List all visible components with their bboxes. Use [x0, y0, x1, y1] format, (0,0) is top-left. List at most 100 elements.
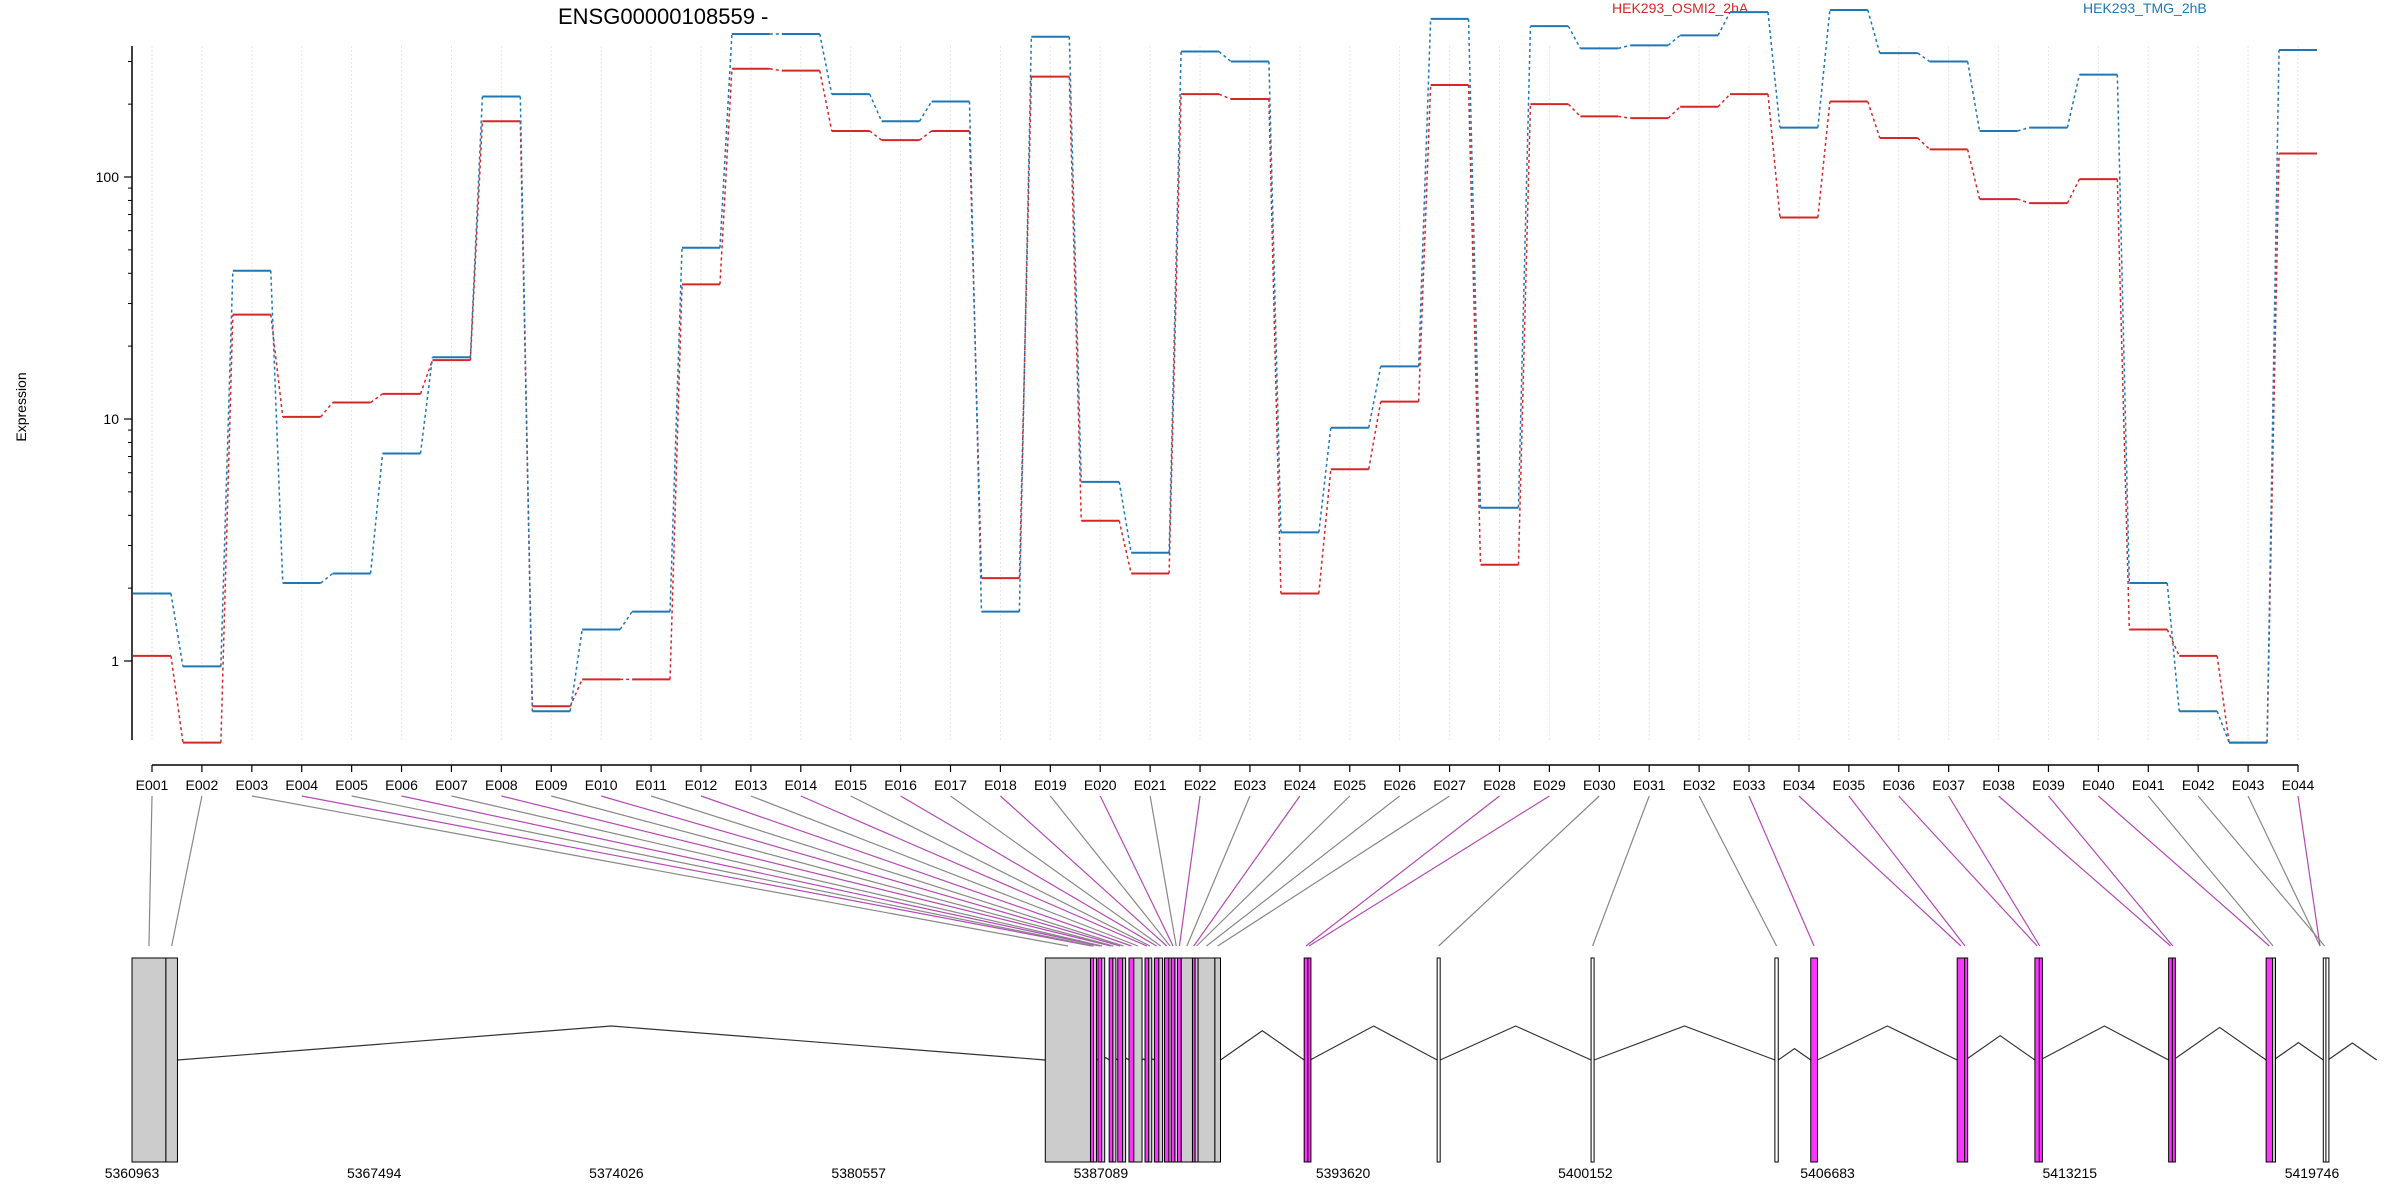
exon-E028 [1303, 957, 1309, 1163]
series-2-connector [868, 93, 883, 122]
series-1-connector [220, 314, 234, 743]
connector-E020 [1099, 795, 1174, 947]
intron-E031 [1593, 1025, 1776, 1061]
connector-E015 [850, 795, 1151, 947]
series-2-connector [2166, 582, 2180, 712]
series-1-connector [1517, 104, 1532, 565]
connector-E029 [1308, 795, 1550, 947]
intron-E033 [1817, 1025, 1958, 1061]
x-tick-label-E027: E027 [1433, 777, 1466, 793]
connector-E028 [1305, 795, 1500, 947]
series-1-connector [1168, 94, 1182, 574]
y-tick-label: 100 [96, 169, 120, 185]
series-1-connector [1867, 101, 1881, 139]
connector-E040 [2097, 795, 2270, 947]
series-2-connector [1717, 11, 1731, 36]
series-1-connector [1218, 93, 1232, 100]
exon-E001 [131, 957, 167, 1163]
series-1-connector [1367, 401, 1382, 470]
x-tick-label-E021: E021 [1134, 777, 1167, 793]
connector-E021 [1149, 795, 1177, 947]
series-2-connector [2216, 710, 2230, 743]
connector-E009 [551, 795, 1114, 947]
series-2-connector [419, 357, 434, 454]
series-2-connector [1218, 50, 1232, 63]
x-tick-label-E002: E002 [186, 777, 219, 793]
exon-E040 [2265, 957, 2273, 1163]
series-2-connector [819, 33, 833, 95]
x-tick-label-E005: E005 [335, 777, 368, 793]
exon-E003 [1044, 957, 1091, 1163]
connector-E038 [1998, 795, 2171, 947]
x-tick-label-E035: E035 [1832, 777, 1865, 793]
legend-entry-series-2: HEK293_TMG_2hB [2083, 0, 2207, 16]
series-2-connector [469, 96, 484, 358]
exon-E037 [2038, 957, 2043, 1163]
series-2-connector [1118, 481, 1132, 553]
exon-E023 [1180, 957, 1193, 1163]
series-1-connector [320, 402, 334, 418]
series-2-connector [968, 101, 983, 612]
exon-E026 [1197, 957, 1216, 1163]
x-tick-label-E028: E028 [1483, 777, 1516, 793]
x-tick-label-E013: E013 [735, 777, 768, 793]
x-tick-label-E026: E026 [1383, 777, 1416, 793]
series-1-connector [769, 68, 782, 72]
connector-E043 [2247, 795, 2321, 947]
series-1-connector [270, 314, 284, 418]
connector-E033 [1748, 795, 1815, 947]
exon-E032 [1774, 957, 1779, 1163]
series-2-connector [1417, 18, 1432, 367]
connector-E014 [800, 795, 1148, 947]
exon-E043 [2325, 957, 2330, 1163]
x-tick-label-E030: E030 [1583, 777, 1616, 793]
genomic-tick-label: 5367494 [347, 1165, 402, 1181]
connector-E027 [1217, 795, 1450, 947]
series-1-connector [370, 393, 384, 404]
x-tick-label-E015: E015 [834, 777, 867, 793]
intron-E002 [177, 1025, 1046, 1061]
x-tick-label-E044: E044 [2282, 777, 2315, 793]
series-2-connector [719, 33, 733, 248]
connector-E018 [1000, 795, 1168, 947]
exon-E013 [1133, 957, 1143, 1163]
x-tick-label-E017: E017 [934, 777, 967, 793]
genomic-tick-label: 5387089 [1074, 1165, 1129, 1181]
intron-E035 [1965, 1034, 2036, 1061]
connector-E032 [1698, 795, 1778, 947]
series-1-connector [1417, 84, 1432, 402]
intron-E032 [1777, 1047, 1812, 1061]
series-1-connector [1717, 93, 1731, 108]
intron-E037 [2039, 1025, 2169, 1061]
exon-E035 [1964, 957, 1969, 1163]
intron-E039 [2172, 1026, 2267, 1061]
x-tick-label-E018: E018 [984, 777, 1017, 793]
connector-E017 [950, 795, 1162, 947]
connector-E007 [451, 795, 1103, 947]
series-2-connector [220, 270, 234, 667]
series-2-connector [1068, 36, 1083, 482]
x-tick-label-E037: E037 [1932, 777, 1965, 793]
series-1-connector [2116, 179, 2131, 630]
connector-E012 [700, 795, 1132, 947]
connector-E030 [1438, 795, 1600, 947]
connector-E026 [1206, 795, 1401, 947]
exon-E034 [1956, 957, 1966, 1163]
x-tick-label-E020: E020 [1084, 777, 1117, 793]
series-1-connector [1817, 101, 1831, 218]
series-2-connector [1618, 44, 1631, 50]
vertical-grid [151, 46, 2299, 740]
x-tick-label-E038: E038 [1982, 777, 2015, 793]
exon-E029 [1307, 957, 1312, 1163]
exon-connectors [148, 795, 2326, 947]
x-tick-label-E010: E010 [585, 777, 618, 793]
connector-E042 [2197, 795, 2326, 947]
exon-E011 [1122, 957, 1127, 1163]
connector-E001 [148, 795, 153, 947]
series-1-connector [1667, 106, 1681, 119]
series-2-connector [1767, 12, 1781, 128]
connector-E022 [1178, 795, 1201, 947]
series-2-connector [1467, 18, 1482, 508]
connector-E031 [1592, 795, 1650, 947]
